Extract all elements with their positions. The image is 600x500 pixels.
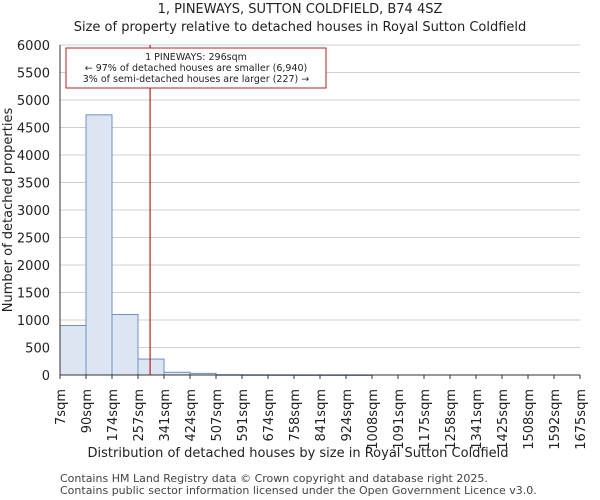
x-tick-label: 257sqm (132, 389, 147, 442)
x-tick-label: 1425sqm (496, 389, 511, 450)
y-tick-label: 5500 (17, 67, 50, 82)
x-axis-label: Distribution of detached houses by size … (88, 446, 509, 461)
y-tick-label: 3000 (17, 204, 50, 219)
annotation-frame (65, 47, 327, 89)
bar-257sqm (137, 358, 165, 376)
x-tick-label: 1091sqm (392, 389, 407, 450)
x-tick-label: 1675sqm (574, 389, 589, 450)
x-tick-label: 90sqm (80, 389, 95, 433)
chart-title-line2: Size of property relative to detached ho… (73, 20, 527, 35)
x-tick-label: 1592sqm (548, 389, 563, 450)
x-tick-label: 424sqm (184, 389, 199, 442)
annotation-line2: ← 97% of detached houses are smaller (6,… (85, 63, 308, 74)
y-tick-label: 4000 (17, 149, 50, 164)
x-tick-label: 341sqm (158, 389, 173, 442)
y-tick-labels: 0 500 1000 1500 2000 2500 3000 3500 4000 4500 5000… (17, 39, 50, 384)
x-tick-label: 1008sqm (366, 389, 381, 450)
x-tick-label: 1175sqm (418, 389, 433, 450)
bar-90sqm (85, 114, 113, 376)
x-tick-label: 674sqm (262, 389, 277, 442)
y-tick-label: 1000 (17, 314, 50, 329)
y-tick-label: 4500 (17, 122, 50, 137)
annotation-line1: 1 PINEWAYS: 296sqm (145, 52, 247, 63)
x-tick-label: 1508sqm (522, 389, 537, 450)
y-tick-label: 5000 (17, 94, 50, 109)
x-tick-label: 841sqm (314, 389, 329, 442)
y-tick-label: 500 (25, 342, 50, 357)
x-tick-label: 1341sqm (470, 389, 485, 450)
y-tick-label: 0 (42, 369, 50, 384)
x-tick-label: 174sqm (106, 389, 121, 442)
footer-line2: Contains public sector information licen… (60, 484, 537, 497)
y-tick-label: 2500 (17, 232, 50, 247)
chart-title-line1: 1, PINEWAYS, SUTTON COLDFIELD, B74 4SZ (157, 2, 443, 17)
x-tick-labels: 7sqm 90sqm 174sqm 257sqm 341sqm 424sqm 507sqm 5… (54, 375, 589, 450)
bars (59, 114, 373, 376)
bar-174sqm (111, 314, 139, 376)
x-tick-label: 1258sqm (444, 389, 459, 450)
bar-7sqm (59, 325, 87, 376)
y-tick-label: 6000 (17, 39, 50, 54)
y-tick-label: 2000 (17, 259, 50, 274)
y-axis-label: Number of detached properties (1, 108, 16, 313)
x-tick-label: 7sqm (54, 389, 69, 425)
annotation-box: 1 PINEWAYS: 296sqm← 97% of detached hous… (65, 47, 327, 89)
annotation-line3: 3% of semi-detached houses are larger (2… (83, 74, 310, 85)
x-tick-label: 507sqm (210, 389, 225, 442)
x-tick-label: 591sqm (236, 389, 251, 442)
x-tick-label: 924sqm (340, 389, 355, 442)
y-tick-label: 1500 (17, 287, 50, 302)
x-tick-label: 758sqm (288, 389, 303, 442)
footer-line1: Contains HM Land Registry data © Crown c… (60, 472, 488, 485)
y-tick-label: 3500 (17, 177, 50, 192)
gridlines (60, 44, 580, 376)
